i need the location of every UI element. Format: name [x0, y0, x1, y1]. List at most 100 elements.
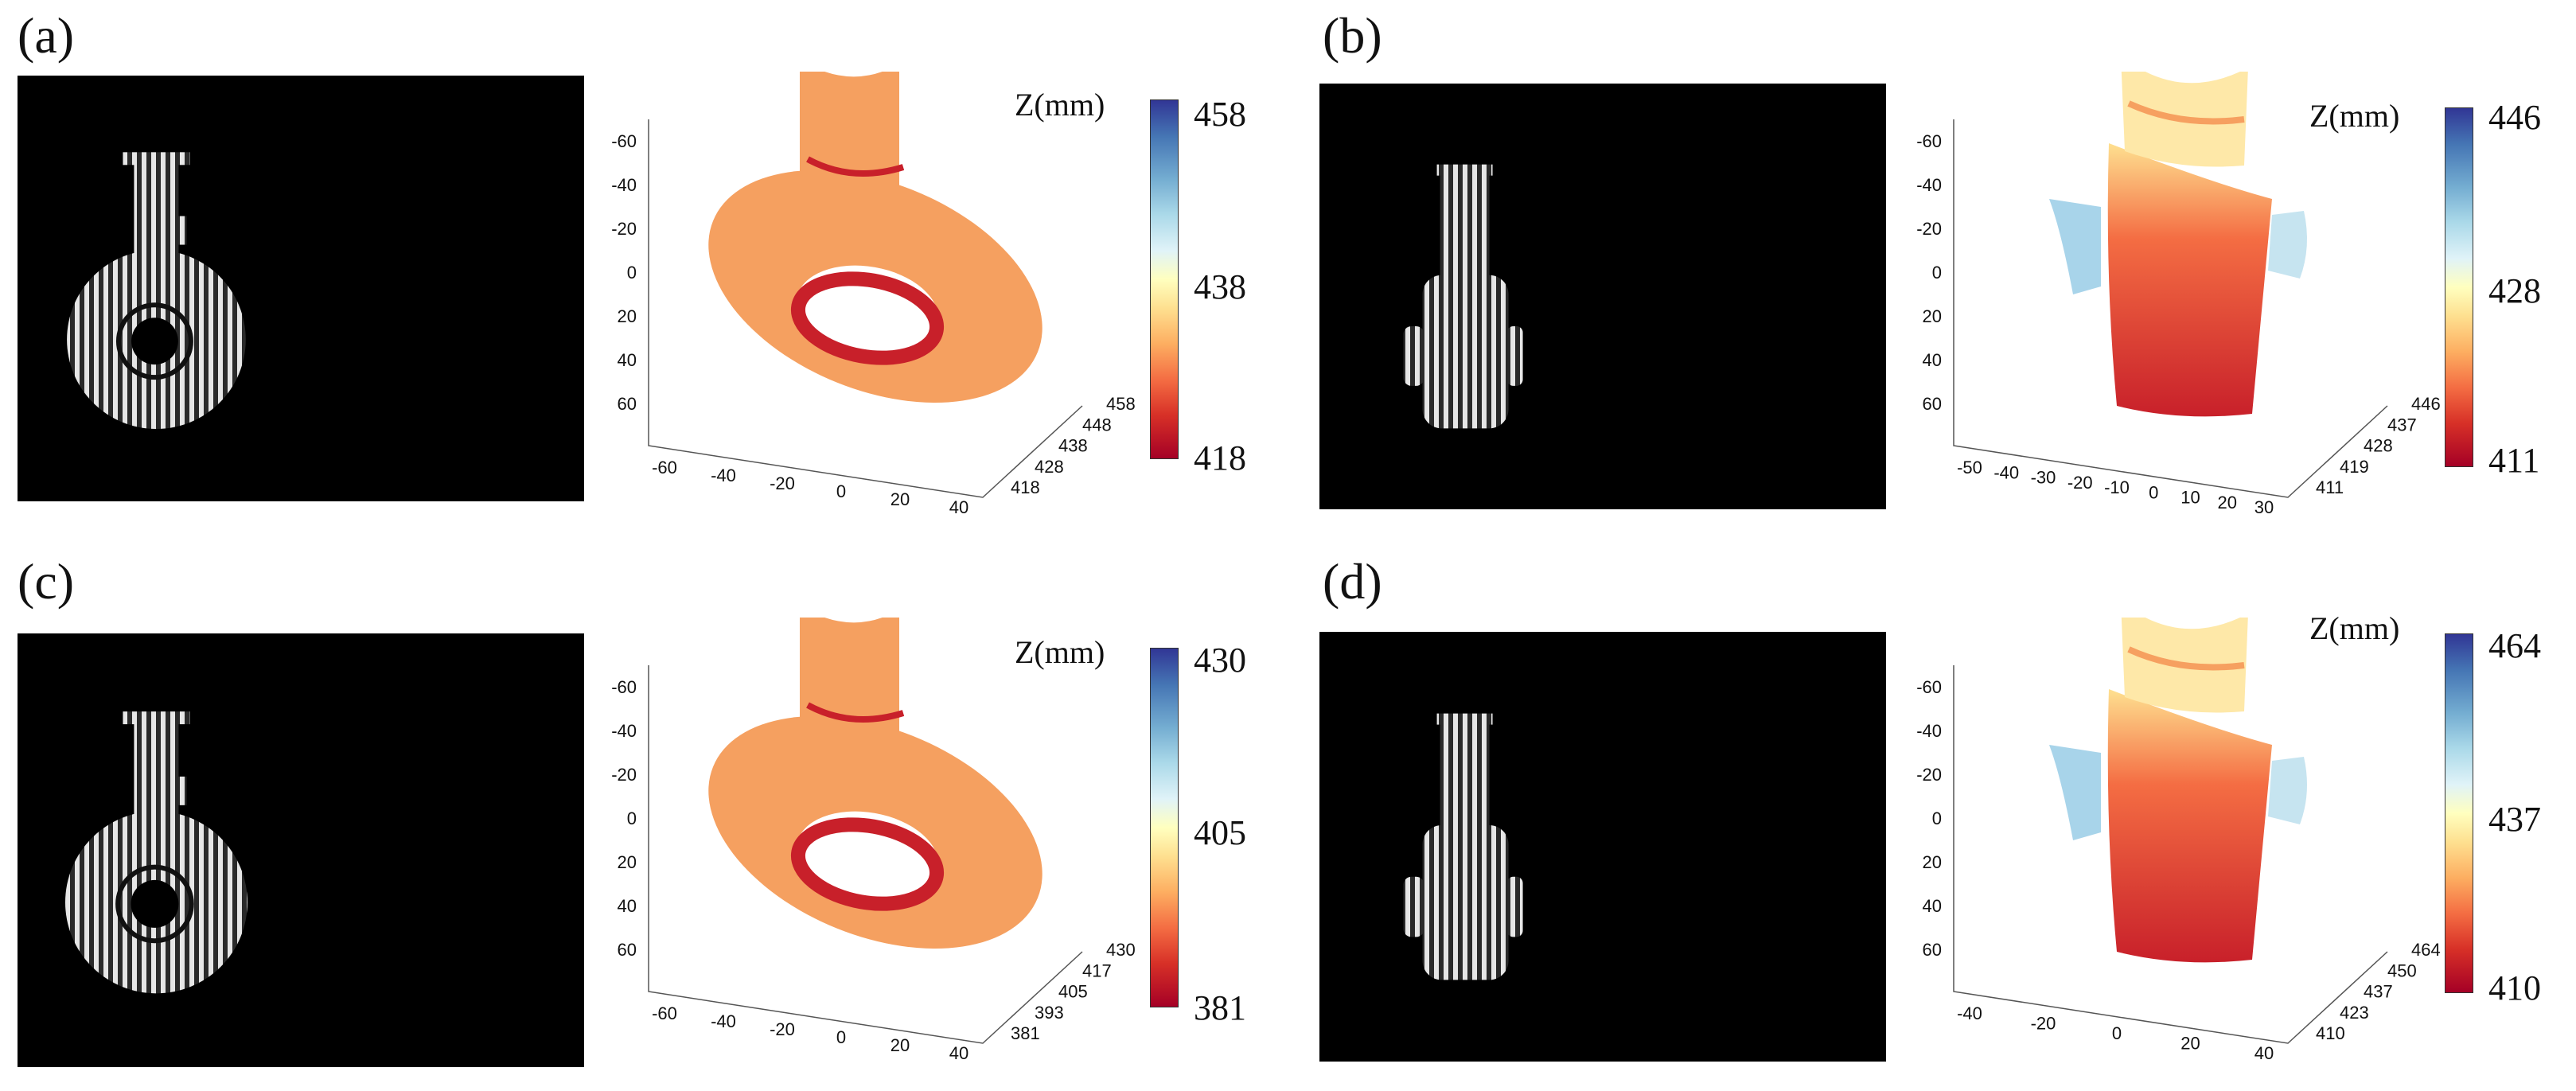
point-cloud-plot: -60 -40 -20 0 20 40 60 -50 -40 -30 -20 -10 0 10 20 30 41… [1910, 72, 2483, 533]
vertical-axis-tick: 40 [618, 896, 637, 916]
vertical-axis-tick: 60 [1923, 394, 1942, 414]
bottom-axis-tick: 10 [2180, 488, 2200, 508]
point-cloud-plot: -60 -40 -20 0 20 40 60 -60 -40 -20 0 20 40 418 428 438 4… [605, 72, 1178, 533]
depth-axis-tick: 437 [2387, 415, 2417, 434]
surface-inner-ring [790, 271, 945, 365]
bottom-axis-tick: -50 [1957, 458, 1982, 477]
depth-axis-tick: 423 [2340, 1003, 2369, 1023]
object-body [1422, 825, 1509, 980]
vertical-axis-tick: 60 [618, 940, 637, 960]
vertical-axis-tick: 20 [1923, 852, 1942, 872]
bottom-axis-tick: 30 [2254, 497, 2274, 517]
bottom-axis-tick: 20 [890, 489, 910, 509]
depth-axis-tick: 419 [2340, 457, 2369, 477]
object-body [1422, 275, 1509, 429]
vertical-axis-tick: 40 [1923, 896, 1942, 916]
surface-rim [2127, 100, 2245, 125]
depth-axis-tick: 418 [1011, 477, 1040, 497]
depth-axis-tick: 417 [1082, 960, 1112, 980]
depth-axis-tick: 430 [1106, 940, 1136, 960]
plot-axes [648, 119, 1083, 498]
object-flange [123, 711, 190, 725]
panel-letter: (c) [18, 553, 75, 610]
colorbar-mid-label: 428 [2488, 271, 2541, 310]
colorbar [1150, 99, 1179, 459]
colorbar-max-label: 464 [2488, 626, 2541, 665]
object-tab [177, 216, 187, 245]
fringe-pattern [1403, 164, 1523, 429]
bottom-axis-tick: -20 [770, 1019, 795, 1039]
bottom-axis-tick: -40 [1957, 1003, 1982, 1023]
fringe-image [18, 76, 584, 501]
point-cloud-plot: -60 -40 -20 0 20 40 60 -60 -40 -20 0 20 40 381 393 405 4… [605, 618, 1178, 1079]
vertical-axis-tick: 0 [1932, 809, 1942, 828]
colorbar-max-label: 458 [1194, 95, 1246, 134]
vertical-axis-tick: 60 [618, 394, 637, 414]
vertical-axis-tick: 0 [1932, 263, 1942, 282]
bottom-axis-tick: 40 [949, 497, 968, 517]
surface-rim [2127, 646, 2245, 671]
surface-rim [806, 702, 905, 723]
depth-axis-tick: 438 [1058, 436, 1088, 456]
depth-axis-tick: 428 [2364, 436, 2393, 456]
object-side-port [1403, 876, 1424, 937]
colorbar [1150, 648, 1179, 1007]
bottom-axis-tick: 20 [2218, 493, 2237, 512]
reconstructed-surface [2049, 618, 2307, 963]
vertical-axis-tick: -20 [611, 765, 637, 785]
colorbar-title: Z(mm) [1015, 87, 1105, 123]
depth-axis-tick: 405 [1058, 982, 1088, 1002]
colorbar-mid-label: 438 [1194, 267, 1246, 306]
vertical-axis-tick: -60 [1916, 677, 1942, 697]
bottom-axis-tick: -60 [652, 458, 677, 477]
object-flange [1436, 164, 1493, 176]
vertical-axis-tick: 0 [627, 809, 637, 828]
reconstructed-surface [708, 72, 1042, 403]
colorbar [2445, 107, 2473, 467]
object-hole [131, 879, 179, 928]
reconstructed-surface [708, 618, 1042, 949]
depth-axis-tick: 464 [2411, 940, 2441, 960]
bottom-axis-tick: -10 [2104, 477, 2130, 497]
depth-axis-tick: 446 [2411, 394, 2441, 414]
surface-side-port [2049, 745, 2101, 840]
depth-axis-tick: 450 [2387, 960, 2417, 980]
bottom-axis-tick: -20 [770, 473, 795, 493]
depth-axis-tick: 381 [1011, 1023, 1040, 1043]
vertical-axis-tick: 40 [618, 350, 637, 370]
object-tab [177, 776, 187, 805]
plot-axes [648, 665, 1083, 1044]
bottom-axis-tick: 0 [836, 1027, 846, 1047]
vertical-axis-tick: -60 [611, 131, 637, 151]
object-side-port [1403, 325, 1424, 386]
colorbar-min-label: 381 [1194, 988, 1246, 1027]
bottom-axis-tick: -40 [711, 466, 736, 485]
object-inner-ring [115, 302, 193, 380]
object-flange [123, 152, 190, 166]
panel-letter: (d) [1323, 553, 1382, 610]
fringe-image [18, 633, 584, 1067]
bottom-axis-tick: 40 [2254, 1043, 2274, 1063]
colorbar-title: Z(mm) [2309, 98, 2400, 134]
colorbar-mid-label: 405 [1194, 813, 1246, 852]
depth-axis-tick: 448 [1082, 415, 1112, 434]
bottom-axis-tick: 40 [949, 1043, 968, 1063]
colorbar-min-label: 411 [2488, 441, 2540, 480]
vertical-axis-tick: 0 [627, 263, 637, 282]
colorbar-max-label: 446 [2488, 98, 2541, 137]
panel-letter: (a) [18, 7, 75, 64]
vertical-axis-tick: -60 [611, 677, 637, 697]
panel-letter: (b) [1323, 7, 1382, 64]
colorbar-mid-label: 437 [2488, 800, 2541, 839]
depth-axis-tick: 393 [1035, 1003, 1064, 1023]
bottom-axis-tick: -20 [2031, 1014, 2056, 1034]
object-hole [131, 318, 178, 365]
surface-body [2107, 143, 2272, 417]
colorbar-title: Z(mm) [1015, 634, 1105, 670]
depth-axis-tick: 411 [2316, 477, 2344, 497]
colorbar-title: Z(mm) [2309, 610, 2400, 646]
surface-side-port [2268, 757, 2307, 824]
fringe-pattern [64, 711, 247, 994]
depth-axis-tick: 458 [1106, 394, 1136, 414]
panel-c: (c) -60 -40 -20 0 20 40 60 -60 -40 -20 0 20 40 381 393… [0, 546, 1288, 1091]
